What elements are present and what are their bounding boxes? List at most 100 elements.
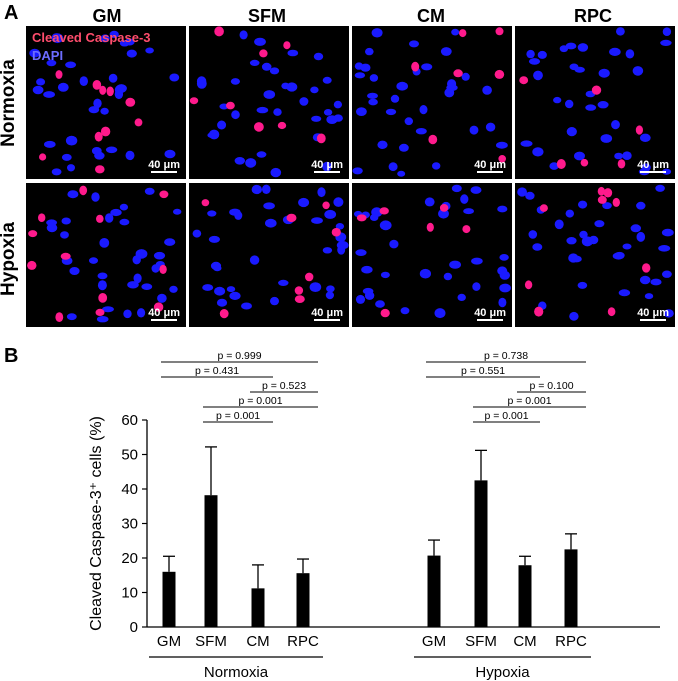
caspase-positive-cell: [612, 197, 620, 207]
nucleus: [463, 208, 474, 215]
nucleus: [100, 107, 109, 115]
nucleus: [263, 90, 276, 99]
p-value-label: p = 0.999: [217, 350, 261, 362]
nucleus: [632, 66, 644, 76]
nucleus: [265, 218, 277, 228]
scale-bar-label: 40 μm: [311, 307, 343, 319]
nucleus: [273, 108, 282, 116]
caspase-positive-cell: [99, 85, 107, 95]
nucleus: [287, 49, 299, 57]
p-value-label: p = 0.001: [507, 395, 551, 407]
nucleus: [663, 309, 674, 318]
nucleus: [108, 73, 118, 83]
nucleus: [164, 238, 176, 246]
nucleus: [578, 200, 588, 209]
nucleus: [585, 104, 597, 111]
micrograph-normoxia-sfm: 40 μm: [189, 26, 349, 179]
x-tick-label: GM: [157, 633, 181, 650]
nucleus: [230, 78, 240, 85]
nucleus: [323, 109, 333, 116]
scale-bar: 40 μm: [474, 159, 506, 173]
nucleus: [44, 140, 56, 148]
nucleus: [497, 205, 508, 213]
nucleus: [217, 120, 227, 130]
nucleus: [614, 152, 623, 160]
nucleus: [119, 40, 130, 47]
micrograph-hypoxia-cm: 40 μm: [352, 183, 512, 327]
nucleus: [409, 40, 419, 48]
panel-b-label: B: [4, 345, 19, 367]
caspase-positive-cell: [597, 186, 606, 196]
nucleus: [333, 114, 343, 122]
nucleus: [362, 287, 374, 295]
nucleus: [317, 187, 326, 198]
nucleus: [151, 264, 160, 273]
scale-bar-label: 40 μm: [474, 159, 506, 171]
caspase-positive-cell: [428, 134, 438, 145]
nucleus: [549, 162, 559, 170]
nucleus: [119, 203, 128, 211]
caspase-positive-cell: [495, 27, 504, 36]
caspase-positive-cell: [153, 302, 164, 312]
nucleus: [324, 209, 337, 219]
nucleus: [125, 150, 135, 161]
caspase-positive-cell: [498, 155, 506, 163]
micrograph-normoxia-rpc: 40 μm: [515, 26, 675, 179]
nucleus: [144, 187, 155, 195]
nucleus: [565, 99, 574, 109]
nucleus: [432, 162, 441, 170]
nucleus: [499, 283, 511, 293]
bar-normoxia-sfm: [204, 495, 218, 627]
x-tick-label: SFM: [465, 633, 497, 650]
nucleus: [662, 270, 672, 278]
nucleus: [470, 186, 482, 194]
caspase-positive-cell: [95, 308, 105, 316]
nucleus: [559, 45, 569, 53]
nucleus: [208, 235, 220, 243]
nucleus: [451, 184, 462, 193]
nucleus: [97, 272, 108, 280]
caspase-positive-cell: [305, 272, 314, 282]
nucleus: [419, 105, 428, 115]
x-tick-label: GM: [422, 633, 446, 650]
nucleus: [360, 63, 371, 72]
nucleus: [554, 219, 564, 230]
caspase-positive-cell: [94, 131, 103, 142]
nucleus: [51, 168, 62, 176]
p-value-label: p = 0.100: [529, 380, 573, 392]
nucleus: [241, 302, 252, 310]
nucleus: [577, 281, 588, 289]
group-label-normoxia: Normoxia: [204, 664, 269, 681]
nucleus: [614, 251, 625, 259]
nucleus: [141, 283, 153, 290]
x-tick-label: RPC: [555, 633, 587, 650]
nucleus: [658, 245, 671, 252]
nucleus: [169, 73, 180, 82]
nucleus: [325, 291, 334, 300]
caspase-positive-cell: [294, 286, 304, 295]
nucleus: [65, 61, 77, 69]
caspase-positive-cell: [189, 97, 199, 105]
nucleus: [43, 91, 55, 98]
nucleus: [46, 219, 57, 226]
y-tick-label: 50: [121, 447, 138, 464]
nucleus: [602, 202, 612, 210]
panel-a-label: A: [4, 2, 19, 24]
nucleus: [367, 92, 378, 99]
nucleus: [404, 117, 413, 126]
caspase-positive-cell: [603, 188, 613, 198]
caspase-positive-cell: [254, 122, 264, 132]
nucleus: [231, 110, 240, 120]
nucleus: [389, 239, 399, 249]
caspase-positive-cell: [534, 306, 544, 317]
nucleus: [566, 127, 577, 137]
caspase-positive-cell: [226, 101, 235, 110]
nucleus: [67, 164, 75, 172]
nucleus: [46, 223, 58, 233]
nucleus: [123, 309, 132, 319]
nucleus: [577, 43, 589, 52]
nucleus: [457, 293, 466, 301]
bar-normoxia-cm: [251, 588, 265, 627]
nucleus: [609, 47, 621, 56]
nucleus: [526, 49, 535, 59]
